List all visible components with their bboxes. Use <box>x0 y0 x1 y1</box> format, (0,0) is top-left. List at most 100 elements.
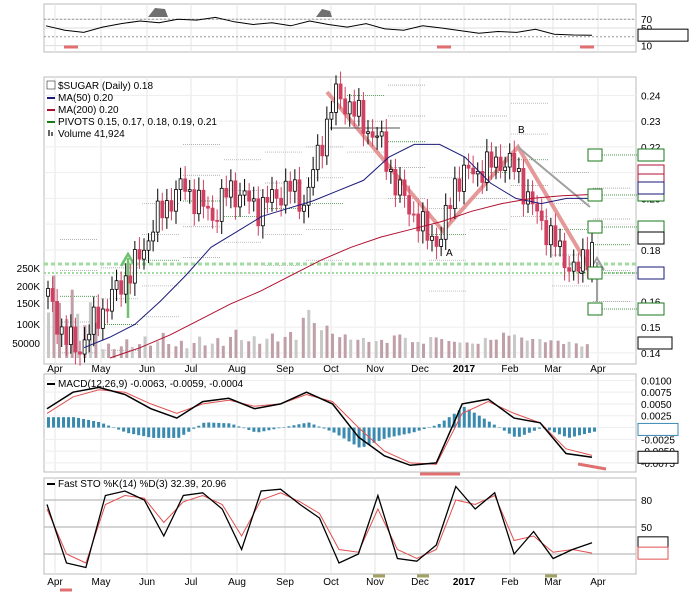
legend-pivots: PIVOTS 0.15, 0.17, 0.18, 0.19, 0.21 <box>58 117 217 128</box>
candle-body <box>443 204 448 240</box>
x-tick-label: Oct <box>323 364 339 375</box>
macd-histogram-bar <box>532 427 536 431</box>
rsi-overbought-fill <box>148 8 168 17</box>
volume-bar <box>101 349 105 358</box>
candle-body <box>571 261 576 272</box>
volume-bar <box>258 343 262 358</box>
volume-bar <box>562 343 566 358</box>
price-tick-label: 0.15 <box>641 323 661 334</box>
macd-histogram-bar <box>562 427 566 437</box>
macd-histogram-bar <box>407 427 411 434</box>
candle-body <box>50 288 55 302</box>
macd-histogram-bar <box>57 417 61 428</box>
price-tick-label: 0.23 <box>641 117 661 128</box>
x-tick-label: Aug <box>228 577 246 588</box>
candle-body <box>370 131 375 138</box>
volume-bar <box>167 344 171 358</box>
candle-body <box>100 308 105 329</box>
x-tick-label: Jul <box>185 577 198 588</box>
macd-histogram-bar <box>432 425 436 428</box>
x-tick-label: Aug <box>228 364 246 375</box>
candle-body <box>356 99 361 117</box>
macd-line <box>46 386 593 467</box>
macd-highlight-marker <box>577 462 607 471</box>
macd-histogram-bar <box>477 415 481 428</box>
volume-bar <box>349 339 353 358</box>
candle-body <box>196 189 201 215</box>
candle-body <box>439 238 444 247</box>
macd-histogram-bar <box>242 427 246 429</box>
candle-body <box>384 131 389 172</box>
macd-histogram-bar <box>437 423 441 428</box>
macd-histogram-bar <box>467 409 471 428</box>
macd-histogram-bar <box>392 427 396 437</box>
volume-bar <box>149 345 152 358</box>
volume-tick-label: 250K <box>17 264 41 275</box>
green-arrow-head <box>119 251 137 267</box>
ma-value-box <box>637 266 665 280</box>
macd-histogram-bar <box>152 427 156 438</box>
x-tick-label: Jun <box>139 577 155 588</box>
candle-body <box>590 242 594 271</box>
macd-histogram-bar <box>402 427 406 435</box>
macd-histogram-bar <box>447 417 451 428</box>
rsi-tick-label: 10 <box>641 42 653 53</box>
volume-bar <box>130 346 134 358</box>
candle-body <box>210 207 215 221</box>
candle-body <box>416 213 421 232</box>
volume-bar <box>94 322 98 358</box>
pivot-name-box <box>587 302 603 316</box>
price-tick-label: 0.14 <box>641 349 661 360</box>
stoch-tick-label: 80 <box>641 496 653 507</box>
candle-body <box>297 179 302 212</box>
macd-histogram-bar <box>262 427 266 432</box>
x-tick-label: Apr <box>47 364 63 375</box>
candle-body <box>489 151 494 168</box>
volume-bar <box>331 333 334 358</box>
price-tick-label: 0.22 <box>641 143 661 154</box>
macd-tick-label: -0.0025 <box>641 435 675 446</box>
macd-histogram-bar <box>417 427 421 431</box>
candle-body <box>539 210 544 221</box>
volume-bar <box>161 332 165 358</box>
macd-histogram-bar <box>172 427 176 438</box>
volume-bar <box>88 302 92 358</box>
candle-body <box>521 168 526 205</box>
volume-bar <box>125 339 129 358</box>
candle-body <box>324 118 329 157</box>
pivot-value-box <box>637 302 665 316</box>
volume-bar <box>338 337 342 358</box>
annotation-b: B <box>518 125 525 136</box>
volume-bar <box>422 343 425 358</box>
volume-bar <box>107 343 111 358</box>
candle-body <box>448 204 453 209</box>
macd-histogram-bar <box>47 417 50 428</box>
x-tick-label: Feb <box>501 364 519 375</box>
volume-bar <box>471 343 475 358</box>
volume-bar <box>289 332 293 358</box>
candle-body <box>91 306 96 335</box>
macd-histogram-bar <box>297 424 301 428</box>
volume-bar <box>179 340 183 358</box>
volume-bar <box>356 339 360 358</box>
legend-ma200: MA(200) 0.20 <box>58 105 119 116</box>
candle-body <box>516 168 521 172</box>
candle-body <box>219 187 224 222</box>
volume-bar <box>276 341 280 358</box>
candle-body <box>183 178 188 192</box>
x-tick-label: Apr <box>47 577 63 588</box>
candle-body <box>334 83 338 113</box>
macd-histogram-bar <box>347 427 351 442</box>
volume-bar <box>458 342 462 358</box>
volume-bar <box>416 341 420 358</box>
macd-histogram-bar <box>552 427 556 433</box>
macd-histogram-bar <box>222 423 226 428</box>
candle-body <box>535 203 540 212</box>
macd-histogram-bar <box>187 427 191 432</box>
macd-histogram-bar <box>162 427 166 438</box>
volume-bar <box>270 333 274 358</box>
candle-body <box>302 204 306 212</box>
candle-body <box>471 167 476 175</box>
macd-histogram-bar <box>472 412 476 428</box>
candle-body <box>315 144 320 171</box>
